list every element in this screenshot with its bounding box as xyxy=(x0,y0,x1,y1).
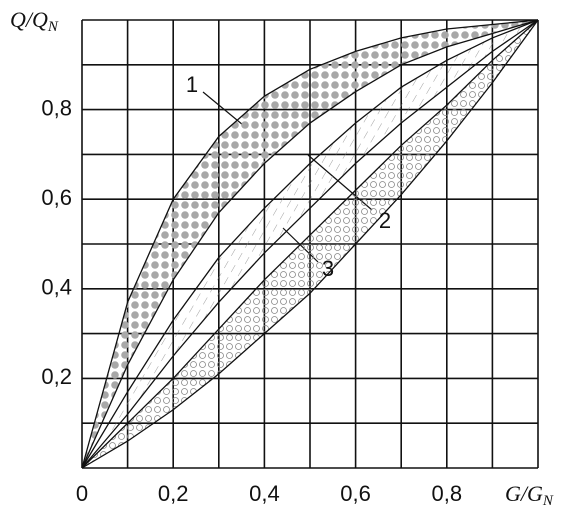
band-curve xyxy=(81,19,539,469)
band-fill xyxy=(82,20,538,468)
x-tick-label: 0,8 xyxy=(432,481,463,506)
x-tick-label: 0,4 xyxy=(249,481,280,506)
x-label-sub: N xyxy=(542,493,554,509)
y-axis-label: Q/QN xyxy=(10,7,59,35)
x-tick-label: 0,6 xyxy=(340,481,371,506)
x-tick-label: 0 xyxy=(76,481,88,506)
band-label: 3 xyxy=(322,256,334,281)
leader-line xyxy=(202,91,244,126)
band-curve xyxy=(81,19,539,469)
band-label: 2 xyxy=(379,208,391,233)
x-tick-label: 0,2 xyxy=(158,481,189,506)
y-tick-label: 0,4 xyxy=(41,275,72,300)
band-curve xyxy=(81,19,539,469)
band-fill xyxy=(82,20,538,468)
band-curve xyxy=(81,19,539,469)
band-curve xyxy=(81,19,539,469)
y-label-sub: N xyxy=(47,19,59,35)
x-axis-label: G/GN xyxy=(505,481,554,509)
y-tick-label: 0,8 xyxy=(41,95,72,120)
y-tick-label: 0,2 xyxy=(41,364,72,389)
y-tick-label: 0,6 xyxy=(41,185,72,210)
y-label-main: Q/Q xyxy=(10,7,48,32)
x-label-main: G/G xyxy=(505,481,543,506)
band-curve xyxy=(81,19,539,469)
band-label: 1 xyxy=(186,72,198,97)
